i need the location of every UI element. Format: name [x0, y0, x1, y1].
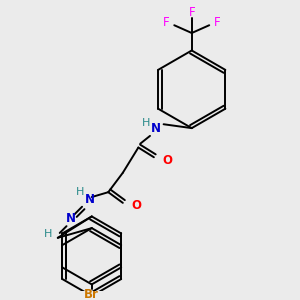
- Text: N: N: [65, 212, 75, 225]
- Text: Br: Br: [84, 288, 99, 300]
- Text: O: O: [163, 154, 172, 167]
- Text: F: F: [163, 16, 170, 29]
- Text: F: F: [188, 6, 195, 19]
- Text: H: H: [44, 229, 52, 239]
- Text: N: N: [85, 194, 95, 206]
- Text: H: H: [76, 187, 84, 197]
- Text: H: H: [142, 118, 150, 128]
- Text: O: O: [131, 199, 141, 212]
- Text: N: N: [151, 122, 161, 135]
- Text: F: F: [214, 16, 220, 29]
